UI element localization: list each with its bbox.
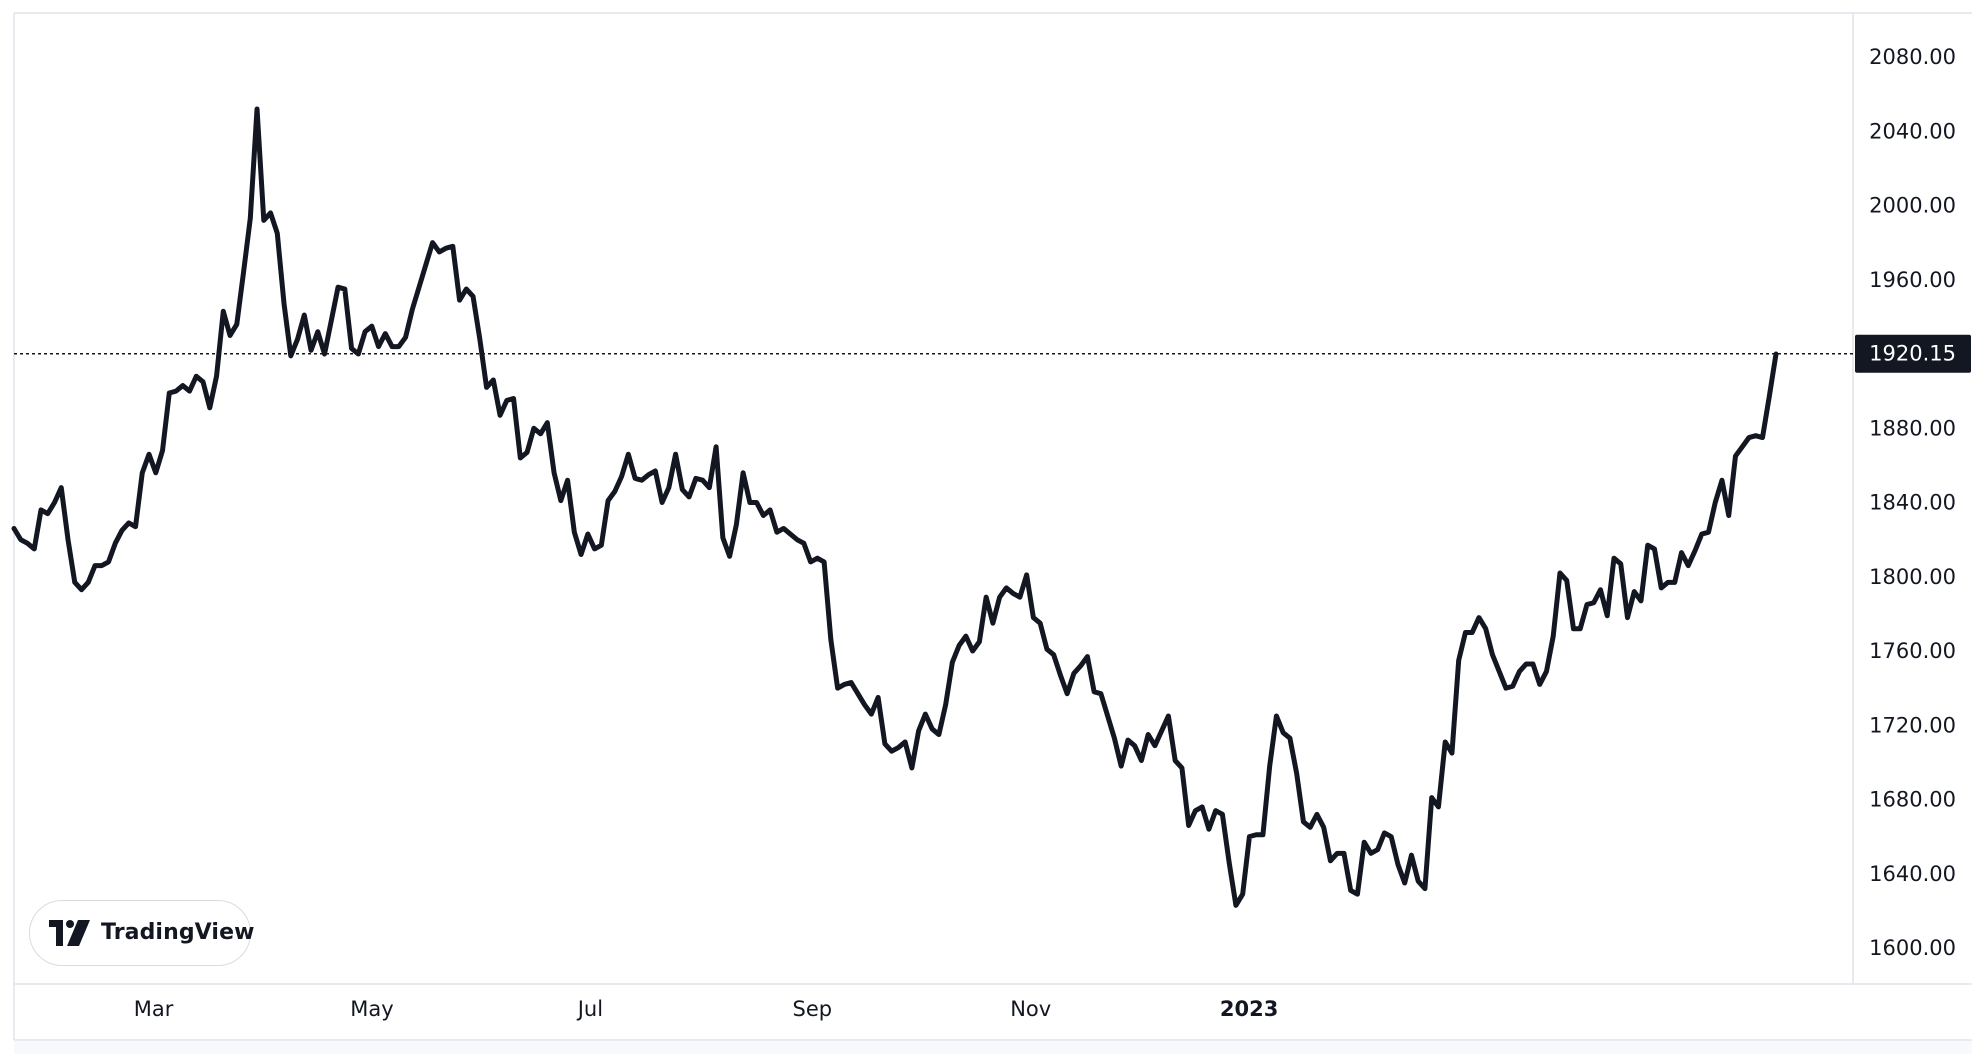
x-tick-label: May [350,997,393,1021]
bottom-strip [14,1041,1972,1054]
last-price-badge-bg [1855,334,1971,373]
y-tick-label: 1800.00 [1869,565,1956,589]
y-tick-label: 1680.00 [1869,788,1956,812]
y-tick-label: 2040.00 [1869,119,1956,143]
series-layer [11,106,1779,908]
x-tick-label: Sep [793,997,833,1021]
y-tick-label: 1720.00 [1869,713,1956,737]
x-tick-label: Mar [134,997,174,1021]
x-tick-label: Jul [576,997,603,1021]
y-tick-label: 1600.00 [1869,936,1956,960]
y-tick-label: 2080.00 [1869,45,1956,69]
tradingview-logo-text: TradingView [101,920,255,945]
y-tick-label: 1880.00 [1869,416,1956,440]
y-tick-label: 2000.00 [1869,194,1956,218]
y-tick-label: 1840.00 [1869,491,1956,515]
tradingview-logo-icon [49,920,90,946]
x-tick-label: Nov [1010,997,1051,1021]
price-axis[interactable]: 2080.002040.002000.001960.001920.001880.… [1869,45,1956,960]
y-tick-label: 1960.00 [1869,268,1956,292]
price-series-line [11,106,1779,908]
tradingview-logo-badge[interactable]: TradingView [29,900,254,966]
y-tick-label: 1760.00 [1869,639,1956,663]
time-axis[interactable]: Mar May Jul Sep Nov 2023 [134,997,1279,1021]
last-price-label: 1920.15 [1869,342,1956,366]
last-price-badge: 1920.15 [1855,334,1971,373]
x-tick-label: 2023 [1220,997,1278,1021]
y-tick-label: 1640.00 [1869,862,1956,886]
